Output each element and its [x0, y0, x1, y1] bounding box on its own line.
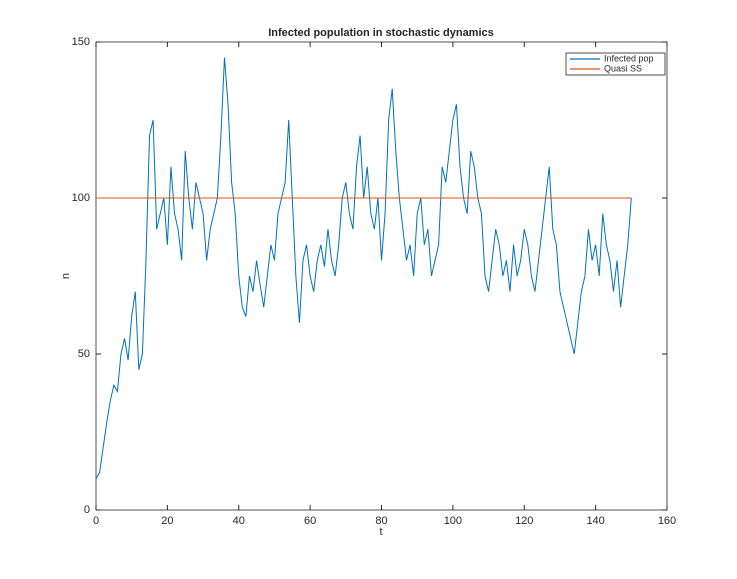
x-tick-label: 160 [658, 515, 676, 527]
x-tick-label: 0 [93, 515, 99, 527]
y-axis-label: n [60, 273, 72, 279]
y-tick-label: 0 [84, 504, 90, 516]
x-tick-label: 120 [515, 515, 533, 527]
y-tick-label: 100 [72, 192, 90, 204]
x-tick-label: 100 [444, 515, 462, 527]
x-tick-label: 80 [375, 515, 387, 527]
legend-label: Infected pop [604, 53, 654, 63]
chart-title: Infected population in stochastic dynami… [268, 27, 494, 39]
legend-label: Quasi SS [604, 63, 642, 73]
y-tick-label: 150 [72, 36, 90, 48]
y-tick-label: 50 [78, 348, 90, 360]
x-tick-label: 60 [304, 515, 316, 527]
x-axis-label: t [379, 526, 382, 538]
x-tick-label: 140 [586, 515, 604, 527]
x-tick-label: 20 [161, 515, 173, 527]
x-tick-label: 40 [233, 515, 245, 527]
